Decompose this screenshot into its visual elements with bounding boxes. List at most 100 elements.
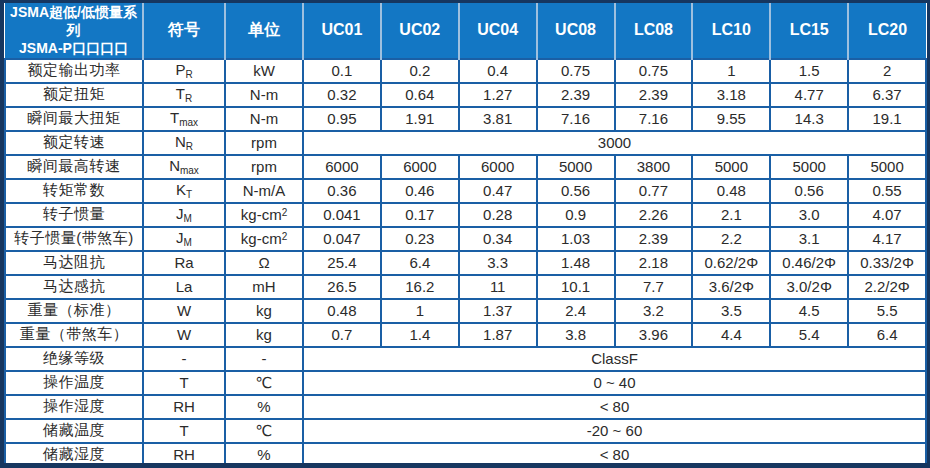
row-label: 操作湿度	[5, 395, 143, 419]
row-symbol: -	[143, 347, 225, 371]
cell-value: 2.26	[615, 203, 693, 227]
cell-value: 0.1	[303, 59, 381, 83]
cell-value: 1.5	[770, 59, 848, 83]
table-row: 绝缘等级--ClassF	[5, 347, 926, 371]
model-column-header-uc04: UC04	[459, 3, 537, 59]
cell-value: 5.4	[770, 323, 848, 347]
series-title-line1: JSMA超低/低惯量系列	[5, 3, 142, 39]
cell-value: 0.34	[459, 227, 537, 251]
cell-value: 2.1	[692, 203, 770, 227]
cell-value: 6000	[303, 155, 381, 179]
row-span-value: 0 ~ 40	[303, 371, 926, 395]
row-label: 额定输出功率	[5, 59, 143, 83]
cell-value: 7.7	[615, 275, 693, 299]
row-label: 额定转速	[5, 131, 143, 155]
row-symbol: W	[143, 323, 225, 347]
row-label: 瞬间最高转速	[5, 155, 143, 179]
cell-value: 6000	[381, 155, 459, 179]
cell-value: 4.07	[848, 203, 926, 227]
table-row: 额定扭矩TRN-m0.320.641.272.392.393.184.776.3…	[5, 83, 926, 107]
row-unit: kg-cm2	[225, 203, 303, 227]
cell-value: 1	[692, 59, 770, 83]
cell-value: 3.0/2Φ	[770, 275, 848, 299]
row-symbol: Tmax	[143, 107, 225, 131]
table-body: 额定输出功率PRkW0.10.20.40.750.7511.52额定扭矩TRN-…	[5, 59, 926, 467]
table-row: 操作温度T℃0 ~ 40	[5, 371, 926, 395]
row-symbol: Nmax	[143, 155, 225, 179]
table-row: 马达感抗LamH26.516.21110.17.73.6/2Φ3.0/2Φ2.2…	[5, 275, 926, 299]
cell-value: 0.9	[537, 203, 615, 227]
cell-value: 1.48	[537, 251, 615, 275]
cell-value: 0.32	[303, 83, 381, 107]
cell-value: 3.5	[692, 299, 770, 323]
cell-value: 25.4	[303, 251, 381, 275]
row-unit: Ω	[225, 251, 303, 275]
row-unit: kg	[225, 323, 303, 347]
row-label: 马达感抗	[5, 275, 143, 299]
row-label: 储藏温度	[5, 419, 143, 443]
cell-value: 4.17	[848, 227, 926, 251]
series-title-cell: JSMA超低/低惯量系列 JSMA-P口口口口	[5, 3, 143, 59]
row-unit: %	[225, 443, 303, 467]
cell-value: 0.46/2Φ	[770, 251, 848, 275]
cell-value: 1.87	[459, 323, 537, 347]
table-row: 转子惯量(带煞车)JMkg-cm20.0470.230.341.032.392.…	[5, 227, 926, 251]
row-symbol: KT	[143, 179, 225, 203]
row-symbol: TR	[143, 83, 225, 107]
row-symbol: T	[143, 371, 225, 395]
cell-value: 6000	[459, 155, 537, 179]
table-row: 额定转速NRrpm3000	[5, 131, 926, 155]
row-unit: %	[225, 395, 303, 419]
row-unit: kg-cm2	[225, 227, 303, 251]
cell-value: 7.16	[537, 107, 615, 131]
table-row: 储藏湿度RH%< 80	[5, 443, 926, 467]
cell-value: 0.56	[537, 179, 615, 203]
row-label: 马达阻抗	[5, 251, 143, 275]
cell-value: 2.2	[692, 227, 770, 251]
table-row: 马达阻抗RaΩ25.46.43.31.482.180.62/2Φ0.46/2Φ0…	[5, 251, 926, 275]
cell-value: 5000	[848, 155, 926, 179]
cell-value: 0.041	[303, 203, 381, 227]
row-symbol: JM	[143, 227, 225, 251]
motor-spec-table-frame: JSMA超低/低惯量系列 JSMA-P口口口口 符号 单位 UC01UC02UC…	[0, 0, 930, 468]
table-row: 额定输出功率PRkW0.10.20.40.750.7511.52	[5, 59, 926, 83]
cell-value: 0.48	[692, 179, 770, 203]
cell-value: 5000	[692, 155, 770, 179]
cell-value: 0.77	[615, 179, 693, 203]
cell-value: 0.95	[303, 107, 381, 131]
row-unit: N-m	[225, 107, 303, 131]
row-label: 转矩常数	[5, 179, 143, 203]
cell-value: 5.5	[848, 299, 926, 323]
row-symbol: PR	[143, 59, 225, 83]
cell-value: 3.18	[692, 83, 770, 107]
cell-value: 0.28	[459, 203, 537, 227]
table-row: 重量（标准）Wkg0.4811.372.43.23.54.55.5	[5, 299, 926, 323]
cell-value: 2.18	[615, 251, 693, 275]
row-span-value: < 80	[303, 395, 926, 419]
cell-value: 3.0	[770, 203, 848, 227]
table-row: 转矩常数KTN-m/A0.360.460.470.560.770.480.560…	[5, 179, 926, 203]
cell-value: 4.4	[692, 323, 770, 347]
cell-value: 3.3	[459, 251, 537, 275]
cell-value: 16.2	[381, 275, 459, 299]
cell-value: 3.8	[537, 323, 615, 347]
cell-value: 3.2	[615, 299, 693, 323]
cell-value: 11	[459, 275, 537, 299]
cell-value: 0.56	[770, 179, 848, 203]
table-row: 储藏温度T℃-20 ~ 60	[5, 419, 926, 443]
series-title-line2: JSMA-P口口口口	[5, 39, 142, 57]
model-column-header-lc15: LC15	[770, 3, 848, 59]
cell-value: 3.81	[459, 107, 537, 131]
cell-value: 7.16	[615, 107, 693, 131]
cell-value: 10.1	[537, 275, 615, 299]
cell-value: 3800	[615, 155, 693, 179]
cell-value: 0.047	[303, 227, 381, 251]
table-row: 重量（带煞车）Wkg0.71.41.873.83.964.45.46.4	[5, 323, 926, 347]
cell-value: 0.55	[848, 179, 926, 203]
row-symbol: NR	[143, 131, 225, 155]
cell-value: 4.5	[770, 299, 848, 323]
row-label: 储藏湿度	[5, 443, 143, 467]
row-symbol: RH	[143, 443, 225, 467]
cell-value: 6.4	[381, 251, 459, 275]
cell-value: 2.2/2Φ	[848, 275, 926, 299]
